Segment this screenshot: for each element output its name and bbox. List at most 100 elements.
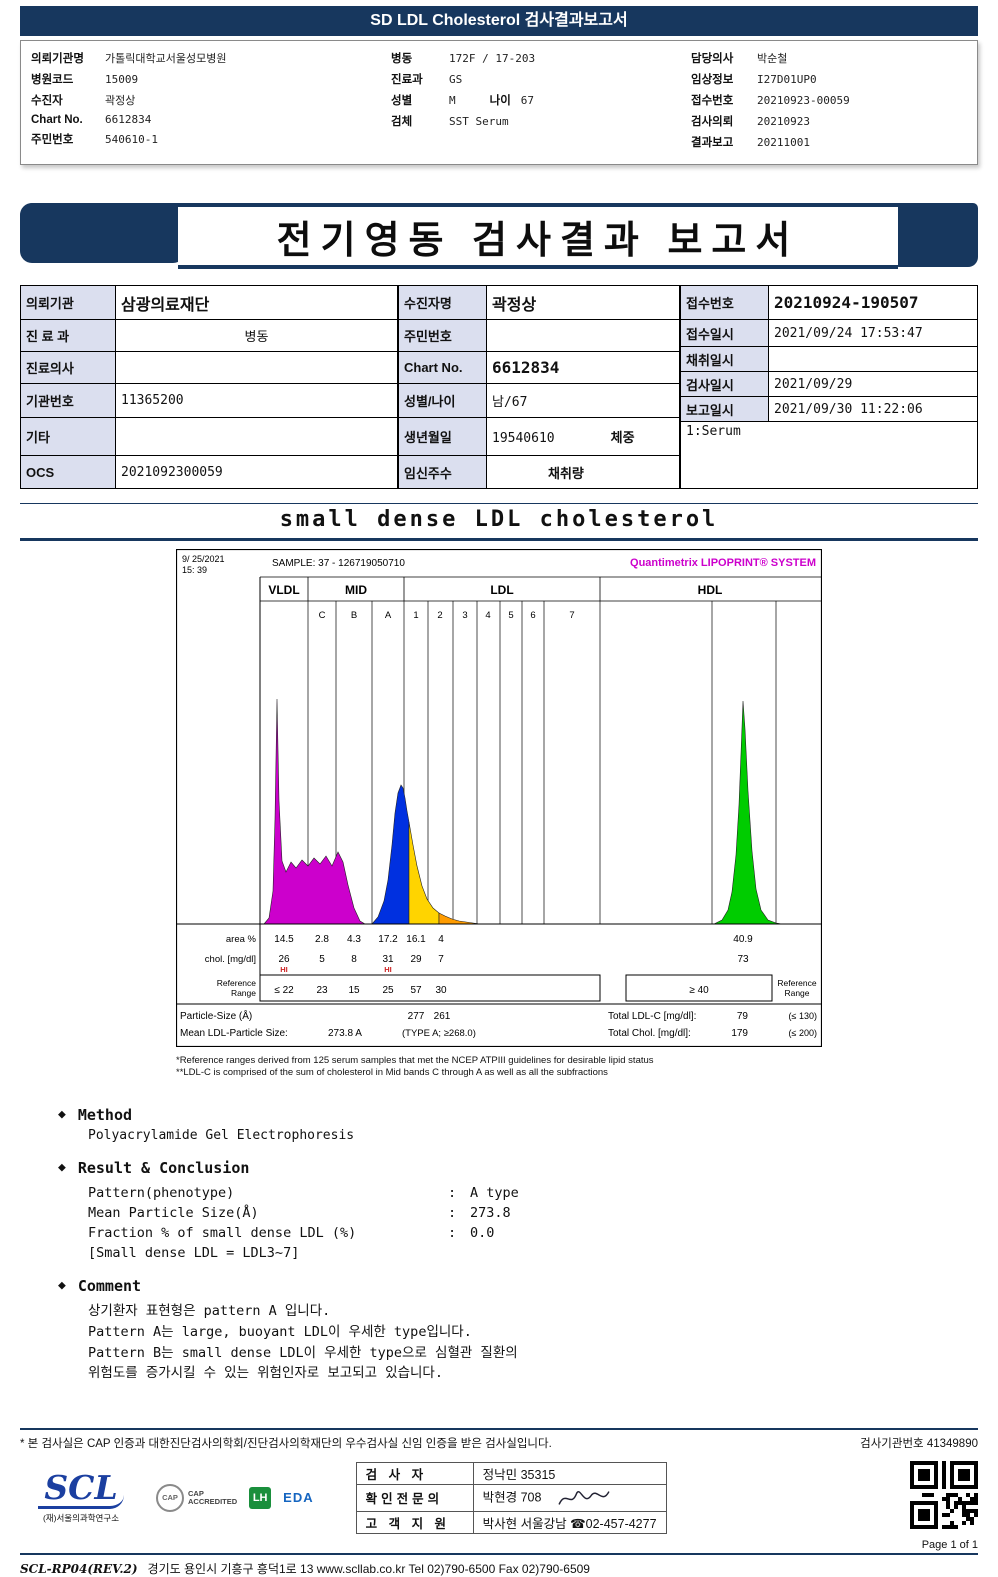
field-row: 병동 172F / 17-203 [391, 50, 691, 66]
svg-text:25: 25 [382, 985, 394, 996]
footer-middle: SCL (재)서울의과학연구소 CAP CAP ACCREDITED LH EDA… [20, 1461, 978, 1534]
svg-text:6: 6 [530, 610, 535, 621]
row-value [115, 351, 398, 384]
field-label: Chart No. [31, 114, 83, 126]
svg-text:HI: HI [384, 965, 392, 974]
footer: * 본 검사실은 CAP 인증과 대한진단검사의학회/진단검사의학재단의 우수검… [20, 1428, 978, 1577]
contact-value: 정낙민 35315 [472, 1461, 667, 1485]
row-label: 기관번호 [20, 383, 116, 418]
field-value: 박순철 [757, 52, 788, 65]
report-title: SD LDL Cholesterol 검사결과보고서 [370, 12, 628, 29]
row-label: 기타 [20, 417, 116, 456]
svg-text:5: 5 [508, 610, 513, 621]
lh-logo-icon: LH [249, 1486, 272, 1509]
accreditation-text: * 본 검사실은 CAP 인증과 대한진단검사의학회/진단검사의학재단의 우수검… [20, 1438, 552, 1451]
svg-text:30: 30 [435, 985, 447, 996]
row-value: 11365200 [115, 383, 398, 418]
diamond-icon: ◆ [58, 1160, 66, 1176]
field-label: 주민번호 [31, 134, 74, 146]
svg-text:277: 277 [408, 1011, 425, 1022]
row-label: 채취일시 [680, 346, 769, 372]
svg-text:57: 57 [410, 985, 422, 996]
method-section: ◆ Method Polyacrylamide Gel Electrophores… [58, 1106, 998, 1385]
field-label: 접수번호 [691, 95, 734, 107]
comment-heading: ◆ Comment [58, 1276, 142, 1295]
result-row: Pattern(phenotype): A type [88, 1184, 519, 1201]
report-banner: 전기영동 검사결과 보고서 [20, 203, 978, 269]
field-row: 접수번호 20210923-00059 [691, 92, 967, 108]
field-label: 검체 [391, 116, 413, 128]
field-value: 가톨릭대학교서울성모병원 [105, 52, 227, 65]
field-label: 병원코드 [31, 74, 74, 86]
svg-text:Range: Range [784, 988, 809, 998]
field-label: 결과보고 [691, 137, 734, 149]
method-heading: ◆ Method [58, 1105, 133, 1124]
svg-text:7: 7 [438, 954, 444, 965]
field-row: 수진자 곽정상 [31, 92, 391, 108]
field-label: 성별 [391, 95, 413, 107]
field-row: 검체 SST Serum [391, 113, 691, 129]
diamond-icon: ◆ [58, 1107, 66, 1123]
footer-address-row: SCL-RP04(REV.2) 경기도 용인시 기흥구 흥덕1로 13 www.… [20, 1553, 978, 1577]
serum-note: 1:Serum [680, 421, 978, 489]
contact-value: 박사현 서울강남 ☎02-457-4277 [472, 1510, 667, 1534]
svg-text:Reference: Reference [777, 978, 816, 988]
field-row: 담당의사 박순철 [691, 50, 967, 66]
field-value: I27D01UP0 [757, 73, 817, 86]
svg-text:31: 31 [382, 954, 394, 965]
result-heading: ◆ Result & Conclusion [58, 1158, 250, 1177]
row-value: 2021/09/29 [768, 371, 978, 397]
result-row: Fraction % of small dense LDL (%):0.0 [88, 1224, 495, 1241]
weight-label: 체중 [610, 430, 635, 445]
result-value: A type [470, 1184, 519, 1201]
field-row: 의뢰기관명 가톨릭대학교서울성모병원 [31, 50, 391, 66]
svg-text:40.9: 40.9 [733, 934, 753, 945]
patient-info-box: 의뢰기관명 가톨릭대학교서울성모병원 병원코드 15009 수진자 곽정상 Chart… [20, 40, 978, 165]
row-label: OCS [20, 455, 116, 489]
svg-text:(≤ 130): (≤ 130) [789, 1011, 817, 1021]
svg-text:≥ 40: ≥ 40 [689, 985, 709, 996]
svg-text:Total Chol. [mg/dl]:: Total Chol. [mg/dl]: [608, 1028, 691, 1039]
svg-text:HDL: HDL [698, 583, 723, 597]
method-value: Polyacrylamide Gel Electrophoresis [88, 1127, 355, 1143]
field-value: 20210923-00059 [757, 94, 850, 107]
svg-text:4: 4 [485, 610, 490, 621]
svg-text:73: 73 [737, 954, 749, 965]
field-value: 20211001 [757, 136, 810, 149]
field-row: 병원코드 15009 [31, 71, 391, 87]
signature [558, 1490, 611, 1505]
row-label: 임신주수 [398, 455, 487, 489]
field-value: 20210923 [757, 115, 810, 128]
row-value [486, 319, 680, 352]
row-value: 2021/09/30 11:22:06 [768, 396, 978, 422]
row-value: 남/67 [486, 383, 680, 418]
report-table: 의뢰기관 삼광의료재단 진 료 과 병동 진료의사 기관번호 11365200 기타 … [20, 285, 978, 489]
contact-label: 검 사 자 [355, 1461, 474, 1485]
svg-text:(TYPE A; ≥268.0): (TYPE A; ≥268.0) [402, 1028, 476, 1039]
field-label: 임상정보 [691, 74, 734, 86]
report-table-left: 의뢰기관 삼광의료재단 진 료 과 병동 진료의사 기관번호 11365200 기타 … [20, 285, 398, 489]
svg-text:261: 261 [434, 1011, 451, 1022]
field-row: 진료과 GS [391, 71, 691, 87]
contact-value: 박현경 708 [472, 1483, 667, 1512]
field-row: Chart No. 6612834 [31, 113, 391, 126]
banner-decoration-left [20, 203, 185, 263]
contact-label: 고 객 지 원 [355, 1510, 474, 1534]
svg-text:4: 4 [438, 934, 444, 945]
svg-text:16.1: 16.1 [406, 934, 426, 945]
field-label: 나이 [489, 95, 511, 107]
svg-text:14.5: 14.5 [274, 934, 294, 945]
svg-text:HI: HI [280, 965, 288, 974]
eda-logo-icon: EDA [283, 1490, 314, 1506]
footnote-1: *Reference ranges derived from 125 serum… [176, 1055, 654, 1066]
row-value: 20210924-190507 [768, 285, 978, 320]
patient-info-col1: 의뢰기관명 가톨릭대학교서울성모병원 병원코드 15009 수진자 곽정상 Chart… [31, 50, 391, 150]
svg-text:Quantimetrix LIPOPRINT® SYSTEM: Quantimetrix LIPOPRINT® SYSTEM [630, 557, 816, 569]
row-value: 2021092300059 [115, 455, 398, 489]
page-indicator: Page 1 of 1 [921, 1539, 978, 1552]
svg-text:23: 23 [316, 985, 328, 996]
comment-text: 상기환자 표현형은 pattern A 입니다. Pattern A는 larg… [88, 1302, 518, 1382]
row-value: 6612834 [486, 351, 680, 384]
svg-text:A: A [385, 610, 392, 621]
field-label: 진료과 [391, 74, 423, 86]
